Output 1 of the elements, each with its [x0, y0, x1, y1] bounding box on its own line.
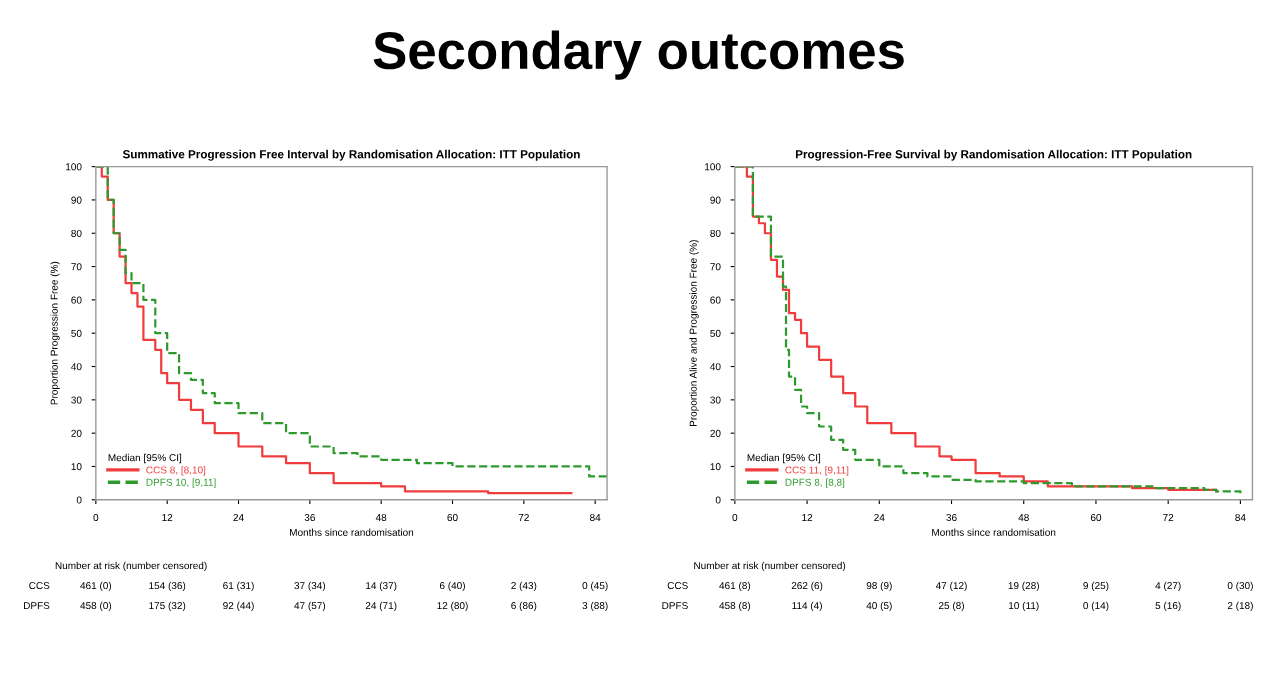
- chart-subtitle: Secondary outcomes: [373, 30, 904, 80]
